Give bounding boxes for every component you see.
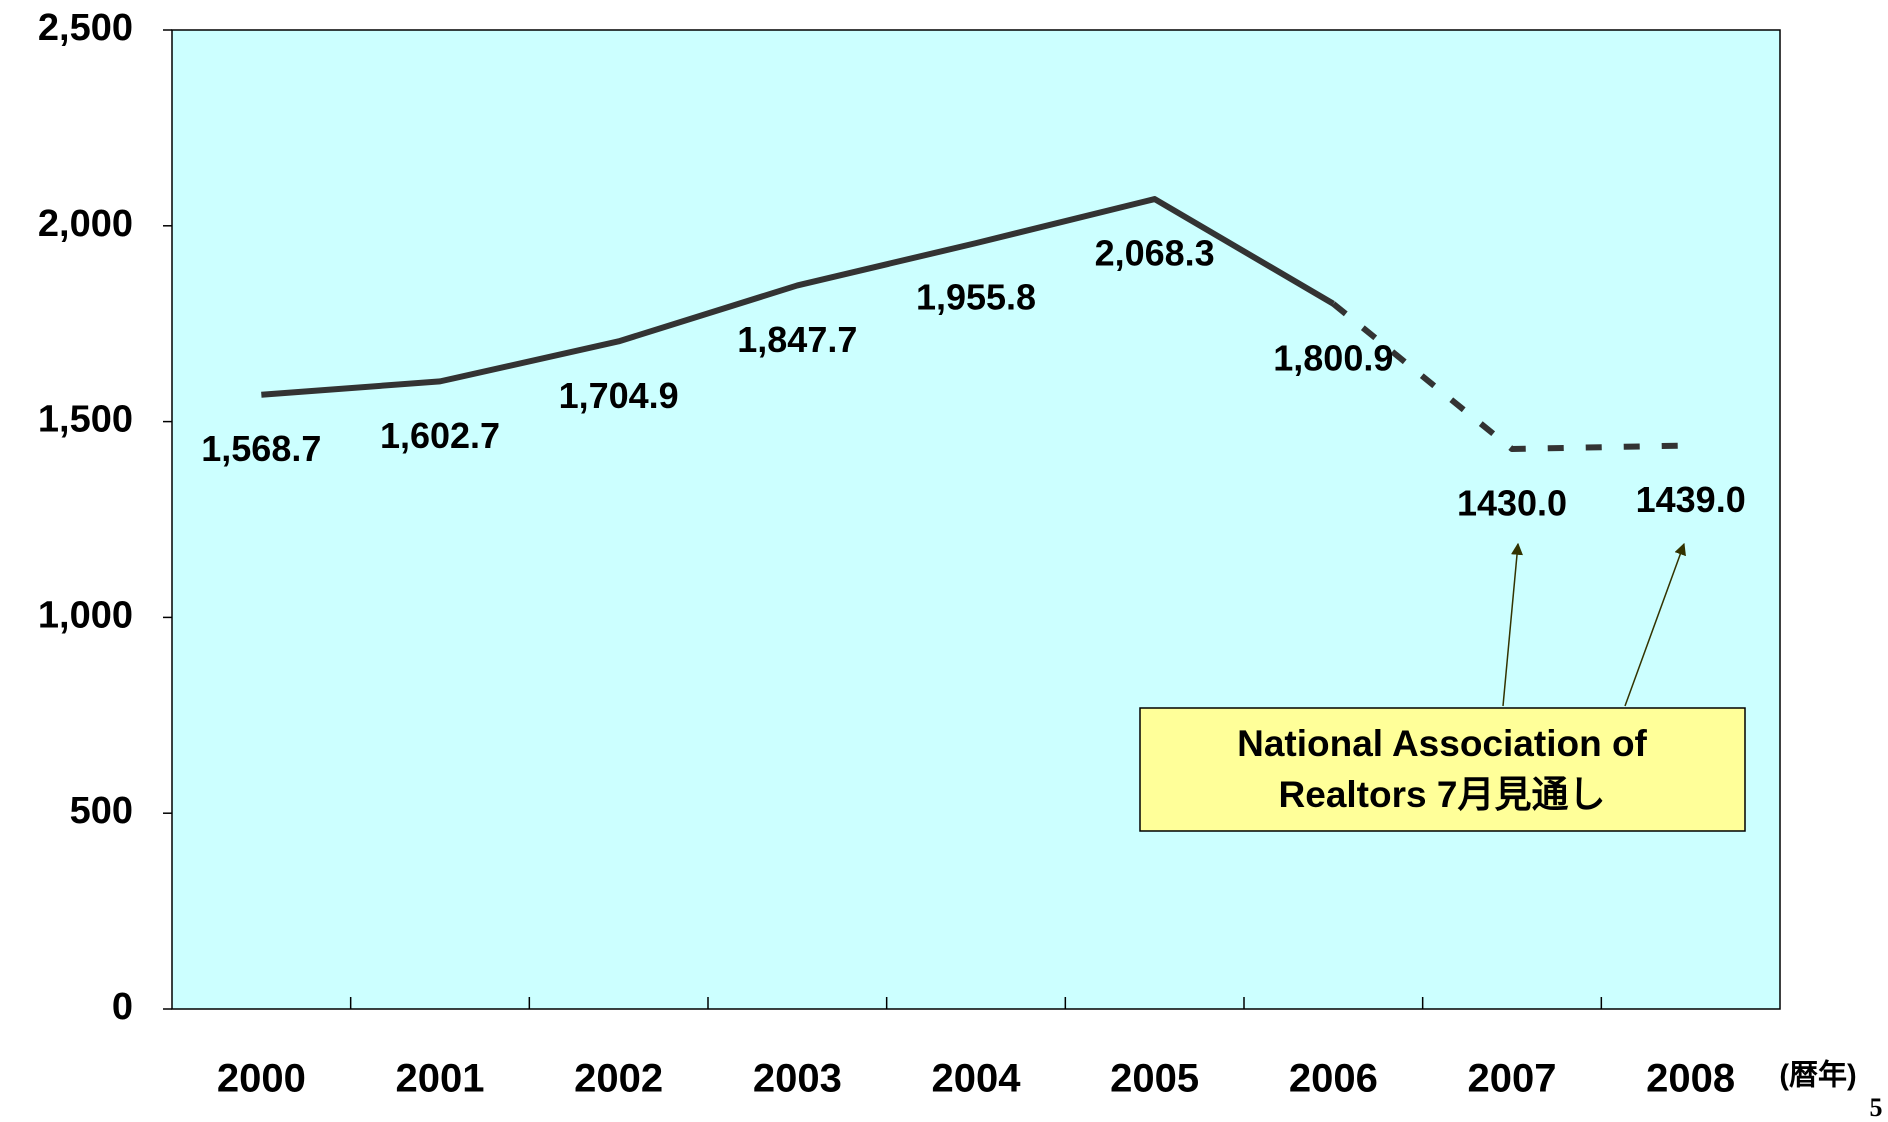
x-tick-label: 2008 — [1646, 1057, 1735, 1101]
data-label: 1,704.9 — [559, 375, 679, 416]
y-tick-label: 1,500 — [38, 399, 133, 441]
x-tick-label: 2000 — [217, 1057, 306, 1101]
x-tick-label: 2001 — [396, 1057, 485, 1101]
plot-area — [171, 29, 1781, 1010]
x-tick-label: 2004 — [932, 1057, 1022, 1101]
data-line — [1331, 301, 1691, 453]
x-axis-label: (暦年) — [1779, 1058, 1856, 1092]
data-line — [261, 196, 1335, 398]
data-label: 1,568.7 — [201, 428, 321, 469]
x-tick-label: 2006 — [1289, 1057, 1378, 1101]
annotation-box — [1139, 707, 1746, 832]
data-label: 1,800.9 — [1273, 337, 1393, 378]
data-label: 2,068.3 — [1095, 233, 1215, 274]
x-tick-label: 2005 — [1110, 1057, 1199, 1101]
y-tick-label: 2,500 — [38, 7, 133, 49]
annotation-text: Realtors 7月見通し — [1279, 774, 1606, 815]
x-tick-label: 2003 — [753, 1057, 842, 1101]
y-tick-label: 500 — [70, 790, 133, 832]
y-tick-label: 1,000 — [38, 594, 133, 636]
x-tick-label: 2007 — [1468, 1057, 1557, 1101]
data-label: 1430.0 — [1457, 483, 1567, 524]
y-tick-label: 0 — [112, 986, 133, 1028]
annotation-arrow — [1624, 542, 1686, 707]
data-label: 1439.0 — [1636, 479, 1746, 520]
data-label: 1,602.7 — [380, 415, 500, 456]
data-label: 1,955.8 — [916, 277, 1036, 318]
annotation-text: National Association of — [1237, 723, 1647, 764]
annotation-arrow — [1502, 542, 1523, 707]
x-tick-label: 2002 — [574, 1057, 663, 1101]
page-number: 5 — [1870, 1093, 1883, 1122]
y-tick-label: 2,000 — [38, 203, 133, 245]
data-label: 1,847.7 — [737, 319, 857, 360]
